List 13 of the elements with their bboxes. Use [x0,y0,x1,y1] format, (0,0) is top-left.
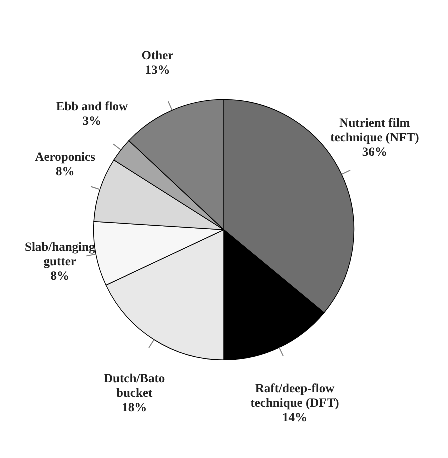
data-label: 14% [282,410,308,424]
slice-label: Other [142,48,174,63]
data-label: 13% [145,62,170,77]
slice-label: Nutrient film technique (NFT) [330,116,420,145]
data-label: 36% [362,145,388,160]
slice-label: Dutch/Bato bucket [104,371,166,400]
data-label: 8% [50,269,70,284]
slice-label: Ebb and flow [56,99,128,114]
slice-label: Raft/deep-flow technique (DFT) [250,381,340,410]
slice-label: Aeroponics [35,150,96,164]
data-label: 18% [122,400,148,414]
data-label: 8% [56,164,75,179]
data-label: 3% [82,114,102,128]
